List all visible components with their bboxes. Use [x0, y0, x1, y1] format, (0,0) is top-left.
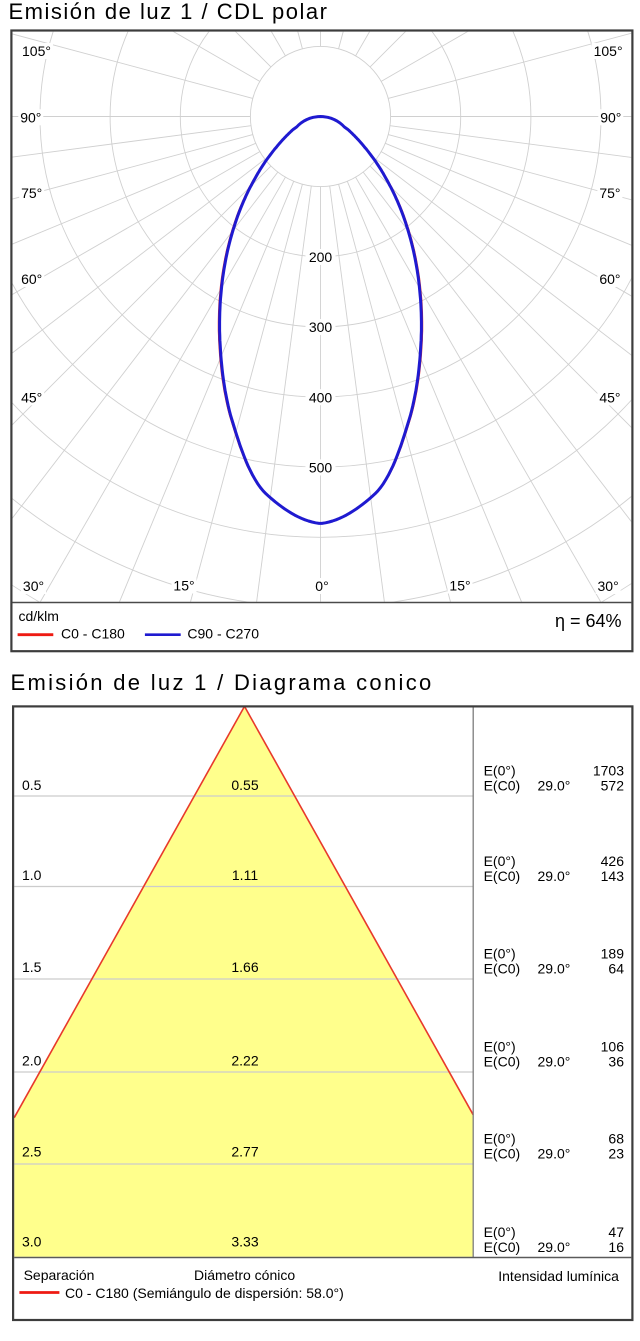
svg-text:106: 106	[601, 1039, 625, 1055]
svg-text:29.0°: 29.0°	[538, 777, 571, 793]
svg-text:η = 64%: η = 64%	[555, 611, 622, 631]
svg-text:400: 400	[309, 389, 333, 405]
svg-text:15°: 15°	[173, 578, 194, 594]
svg-text:0.5: 0.5	[22, 777, 42, 793]
svg-text:90°: 90°	[600, 109, 621, 125]
svg-text:64: 64	[608, 960, 624, 976]
svg-text:C0 - C180: C0 - C180	[61, 625, 125, 641]
svg-text:105°: 105°	[594, 43, 623, 59]
svg-text:E(0°): E(0°)	[484, 1224, 516, 1240]
svg-text:E(0°): E(0°)	[484, 763, 516, 779]
svg-text:2.22: 2.22	[231, 1053, 258, 1069]
svg-text:E(C0): E(C0)	[484, 1239, 521, 1255]
svg-text:572: 572	[601, 777, 625, 793]
svg-text:Emisión de luz 1 / CDL polar: Emisión de luz 1 / CDL polar	[9, 0, 329, 24]
svg-text:0°: 0°	[315, 578, 328, 594]
svg-text:60°: 60°	[21, 271, 42, 287]
svg-text:200: 200	[309, 249, 333, 265]
svg-text:E(0°): E(0°)	[484, 1039, 516, 1055]
svg-text:143: 143	[601, 868, 625, 884]
svg-text:45°: 45°	[599, 389, 620, 405]
svg-text:29.0°: 29.0°	[538, 1053, 571, 1069]
svg-text:426: 426	[601, 853, 625, 869]
svg-text:300: 300	[309, 319, 333, 335]
svg-text:68: 68	[608, 1131, 624, 1147]
svg-text:E(0°): E(0°)	[484, 946, 516, 962]
svg-text:36: 36	[608, 1053, 624, 1069]
svg-text:29.0°: 29.0°	[538, 1145, 571, 1161]
svg-text:0.55: 0.55	[231, 777, 258, 793]
svg-text:500: 500	[309, 459, 333, 475]
svg-text:29.0°: 29.0°	[538, 960, 571, 976]
svg-text:C90 - C270: C90 - C270	[187, 625, 259, 641]
svg-text:Emisión de luz 1 / Diagrama co: Emisión de luz 1 / Diagrama conico	[11, 670, 434, 695]
svg-text:E(C0): E(C0)	[484, 777, 521, 793]
svg-text:47: 47	[608, 1224, 624, 1240]
svg-text:1.11: 1.11	[232, 867, 258, 883]
svg-text:30°: 30°	[598, 578, 619, 594]
svg-text:29.0°: 29.0°	[538, 1239, 571, 1255]
svg-text:3.33: 3.33	[231, 1234, 258, 1250]
svg-text:2.77: 2.77	[231, 1144, 258, 1160]
svg-text:30°: 30°	[23, 578, 44, 594]
svg-text:29.0°: 29.0°	[538, 868, 571, 884]
svg-text:75°: 75°	[599, 185, 620, 201]
svg-text:C0 - C180 (Semiángulo de dispe: C0 - C180 (Semiángulo de dispersión: 58.…	[65, 1285, 344, 1301]
svg-text:1.0: 1.0	[22, 867, 42, 883]
svg-text:cd/klm: cd/klm	[19, 608, 59, 624]
svg-text:45°: 45°	[21, 389, 42, 405]
svg-text:75°: 75°	[21, 185, 42, 201]
svg-text:Diámetro cónico: Diámetro cónico	[194, 1267, 295, 1283]
svg-text:E(C0): E(C0)	[484, 1053, 521, 1069]
svg-text:E(C0): E(C0)	[484, 1145, 521, 1161]
svg-text:2.5: 2.5	[22, 1144, 42, 1160]
svg-text:E(C0): E(C0)	[484, 960, 521, 976]
svg-text:Separación: Separación	[24, 1267, 95, 1283]
svg-text:23: 23	[608, 1145, 624, 1161]
svg-text:1.66: 1.66	[231, 959, 258, 975]
svg-text:15°: 15°	[449, 578, 470, 594]
svg-text:90°: 90°	[20, 109, 41, 125]
svg-text:189: 189	[601, 946, 625, 962]
svg-text:105°: 105°	[22, 43, 51, 59]
svg-text:E(C0): E(C0)	[484, 868, 521, 884]
svg-text:E(0°): E(0°)	[484, 1131, 516, 1147]
svg-text:60°: 60°	[599, 271, 620, 287]
svg-text:E(0°): E(0°)	[484, 853, 516, 869]
svg-text:1703: 1703	[593, 763, 624, 779]
svg-text:3.0: 3.0	[22, 1234, 42, 1250]
svg-text:Intensidad lumínica: Intensidad lumínica	[498, 1268, 619, 1284]
svg-text:16: 16	[608, 1239, 624, 1255]
svg-text:2.0: 2.0	[22, 1053, 42, 1069]
svg-text:1.5: 1.5	[22, 959, 42, 975]
